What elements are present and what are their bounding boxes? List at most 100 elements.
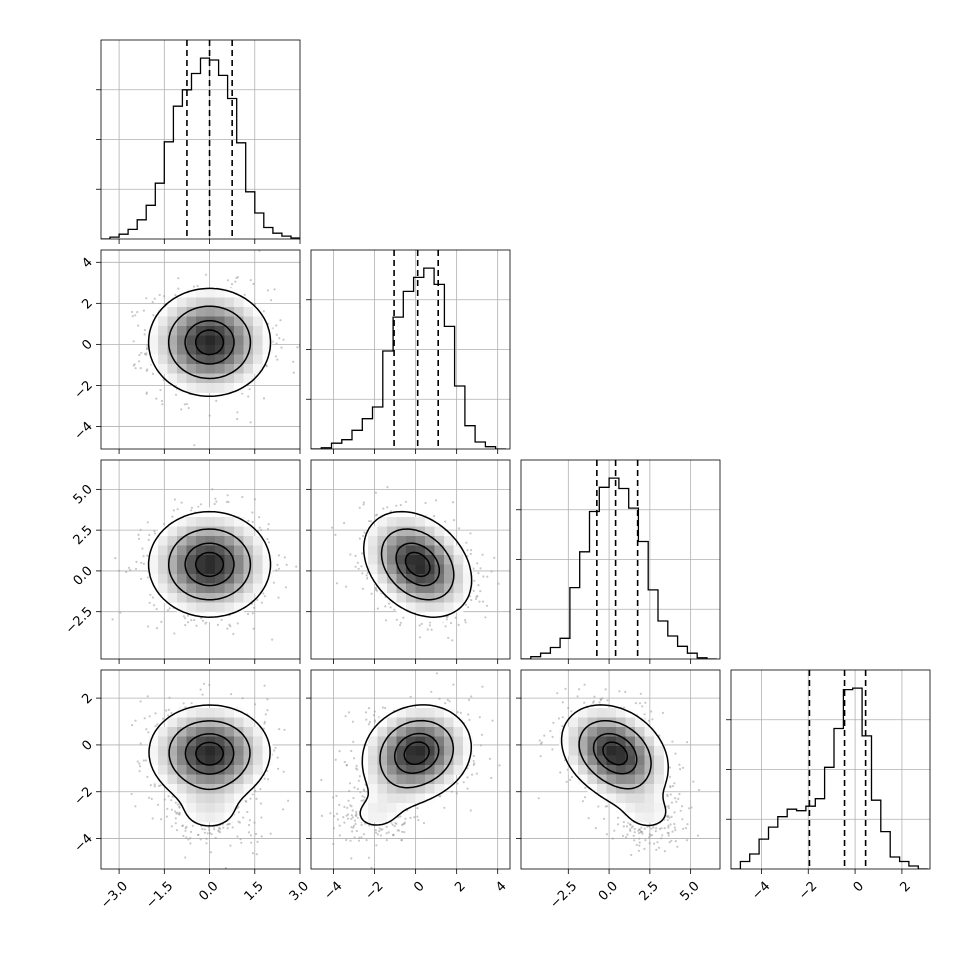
scatter-panel-0-1-density-cell <box>167 316 178 327</box>
scatter-panel-0-2-scatter-point <box>142 562 145 565</box>
scatter-panel-1-3-density-cell <box>396 746 407 756</box>
scatter-panel-0-1-density-cell <box>167 364 178 374</box>
x-tick-label-2-3: 5.0 <box>677 879 702 904</box>
scatter-panel-1-2-density-cell <box>396 564 407 575</box>
scatter-panel-2-3-scatter-point <box>668 766 671 769</box>
scatter-panel-0-2-scatter-point <box>214 497 217 500</box>
scatter-panel-0-3-scatter-point <box>266 709 269 712</box>
scatter-panel-1-2-scatter-point <box>361 572 364 575</box>
scatter-panel-1-2-scatter-point <box>464 618 467 622</box>
scatter-panel-0-2-scatter-point <box>148 601 151 604</box>
scatter-panel-2-3-density-cell <box>644 736 655 747</box>
scatter-panel-1-3-scatter-point <box>444 702 447 705</box>
scatter-panel-0-2-scatter-point <box>227 500 230 504</box>
scatter-panel-2-3-scatter-point <box>679 809 682 812</box>
scatter-panel-2-3-density-cell <box>606 717 617 728</box>
scatter-panel-2-3-scatter-point <box>638 841 641 844</box>
scatter-panel-0-3-density-cell <box>253 746 263 756</box>
scatter-panel-1-2-density-cell <box>387 555 397 565</box>
scatter-panel-0-2-density-cell <box>148 545 159 556</box>
scatter-panel-0-2-scatter-point <box>190 509 193 512</box>
scatter-panel-1-3-scatter-point <box>456 711 459 714</box>
scatter-panel-1-3-scatter-point <box>381 706 384 709</box>
scatter-panel-1-2-density-cell <box>377 564 388 575</box>
scatter-panel-1-3-scatter-point <box>359 791 362 794</box>
scatter-panel-0-1-scatter-point <box>204 273 207 276</box>
scatter-panel-2-3-scatter-point <box>643 713 646 716</box>
scatter-panel-0-1-scatter-point <box>162 378 165 381</box>
scatter-panel-0-3-scatter-point <box>226 823 229 826</box>
scatter-panel-0-3-scatter-point <box>139 742 142 745</box>
hist-step-2 <box>521 477 717 659</box>
scatter-panel-0-1-density-cell <box>215 316 225 327</box>
scatter-panel-0-3-density-cell <box>224 793 235 804</box>
x-tick-label-3-3: 2 <box>897 879 913 895</box>
scatter-panel-0-2-frame <box>100 459 301 660</box>
scatter-panel-0-2-density-cell <box>158 536 168 546</box>
scatter-panel-1-2-density-cell <box>415 545 426 556</box>
scatter-panel-1-2-density-cell <box>463 574 473 584</box>
scatter-panel-0-1-scatter-point <box>262 310 265 313</box>
scatter-panel-0-2-density-cell <box>167 593 178 603</box>
scatter-panel-2-3-density-cell <box>644 812 655 823</box>
scatter-panel-2-3-scatter-point <box>674 828 677 832</box>
scatter-panel-1-2-scatter-point <box>399 503 402 507</box>
scatter-panel-0-3-scatter-point <box>259 788 262 791</box>
scatter-panel-2-3-scatter-point <box>687 807 691 810</box>
scatter-panel-0-1-density-cell <box>148 326 159 336</box>
scatter-panel-0-2-scatter-point <box>172 509 175 512</box>
scatter-panel-2-3-scatter-point <box>557 717 560 720</box>
scatter-panel-1-2-density-cell <box>453 574 464 584</box>
scatter-panel-1-2-density-cell <box>453 555 464 565</box>
scatter-panel-0-2-density-cell <box>215 545 225 556</box>
scatter-panel-1-2-scatter-point <box>452 519 456 522</box>
scatter-panel-1-2-content <box>311 460 510 659</box>
scatter-panel-0-1-density-cell <box>205 288 216 298</box>
scatter-panel-0-2-scatter-point <box>267 541 270 544</box>
scatter-panel-0-2-scatter-point <box>271 638 274 641</box>
scatter-panel-0-1-scatter-point <box>143 333 146 336</box>
scatter-panel-1-3-scatter-point <box>347 711 351 714</box>
scatter-panel-1-3-scatter-point <box>348 789 351 793</box>
scatter-panel-1-2-scatter-point <box>464 603 467 606</box>
scatter-panel-1-3-density-cell <box>396 755 407 766</box>
scatter-panel-0-2-contour-level-0 <box>147 510 272 618</box>
scatter-panel-1-3-scatter-point <box>459 711 462 714</box>
scatter-panel-2-3-scatter-point <box>638 828 641 831</box>
scatter-panel-0-3-density-cell <box>196 727 206 737</box>
scatter-panel-0-1-density-cell <box>253 345 263 355</box>
scatter-panel-0-3-density-cell <box>167 755 178 766</box>
scatter-panel-1-2-scatter-point <box>354 565 357 568</box>
scatter-panel-2-3-density-cell <box>644 746 655 756</box>
scatter-panel-0-3-density-cell <box>167 765 178 775</box>
scatter-panel-0-2-density-cell <box>224 536 235 546</box>
scatter-panel-1-2-density-cell <box>406 545 416 556</box>
scatter-panel-2-3-density-cell <box>597 708 607 718</box>
scatter-panel-1-2-scatter-point <box>444 520 447 523</box>
scatter-panel-1-2-scatter-point <box>386 506 389 509</box>
scatter-panel-0-1-density-cell <box>186 345 197 355</box>
scatter-panel-1-2-scatter-point <box>384 619 388 622</box>
scatter-panel-0-2-scatter-point <box>200 617 203 620</box>
scatter-panel-0-3-scatter-point <box>239 838 242 841</box>
scatter-panel-0-1-content <box>101 250 300 449</box>
scatter-panel-1-3-density-cell <box>387 793 397 804</box>
scatter-panel-0-3-scatter-point <box>278 728 281 731</box>
scatter-panel-0-2-scatter-point <box>283 556 286 559</box>
scatter-panel-1-2-scatter-point <box>470 549 473 552</box>
scatter-panel-0-3-scatter-point <box>250 841 253 844</box>
scatter-panel-0-2-scatter-point <box>277 554 280 557</box>
scatter-panel-2-3-scatter-point <box>652 826 655 829</box>
scatter-panel-1-2-scatter-point <box>370 592 373 595</box>
scatter-panel-0-2-scatter-point <box>137 537 141 540</box>
scatter-panel-0-3-scatter-point <box>260 835 263 838</box>
scatter-panel-0-2-density-cell <box>243 574 254 584</box>
scatter-panel-1-3-scatter-point <box>378 827 381 830</box>
scatter-panel-1-3-density-cell <box>444 765 454 775</box>
scatter-panel-1-2-density-cell <box>425 536 435 546</box>
scatter-panel-0-2-density-cell <box>205 536 216 546</box>
scatter-panel-0-3-density-cell <box>243 717 254 728</box>
scatter-panel-0-3-density-cell <box>186 774 197 785</box>
x-tick-label-1-4: 4 <box>493 879 509 895</box>
scatter-panel-1-3-scatter-point <box>351 830 354 833</box>
